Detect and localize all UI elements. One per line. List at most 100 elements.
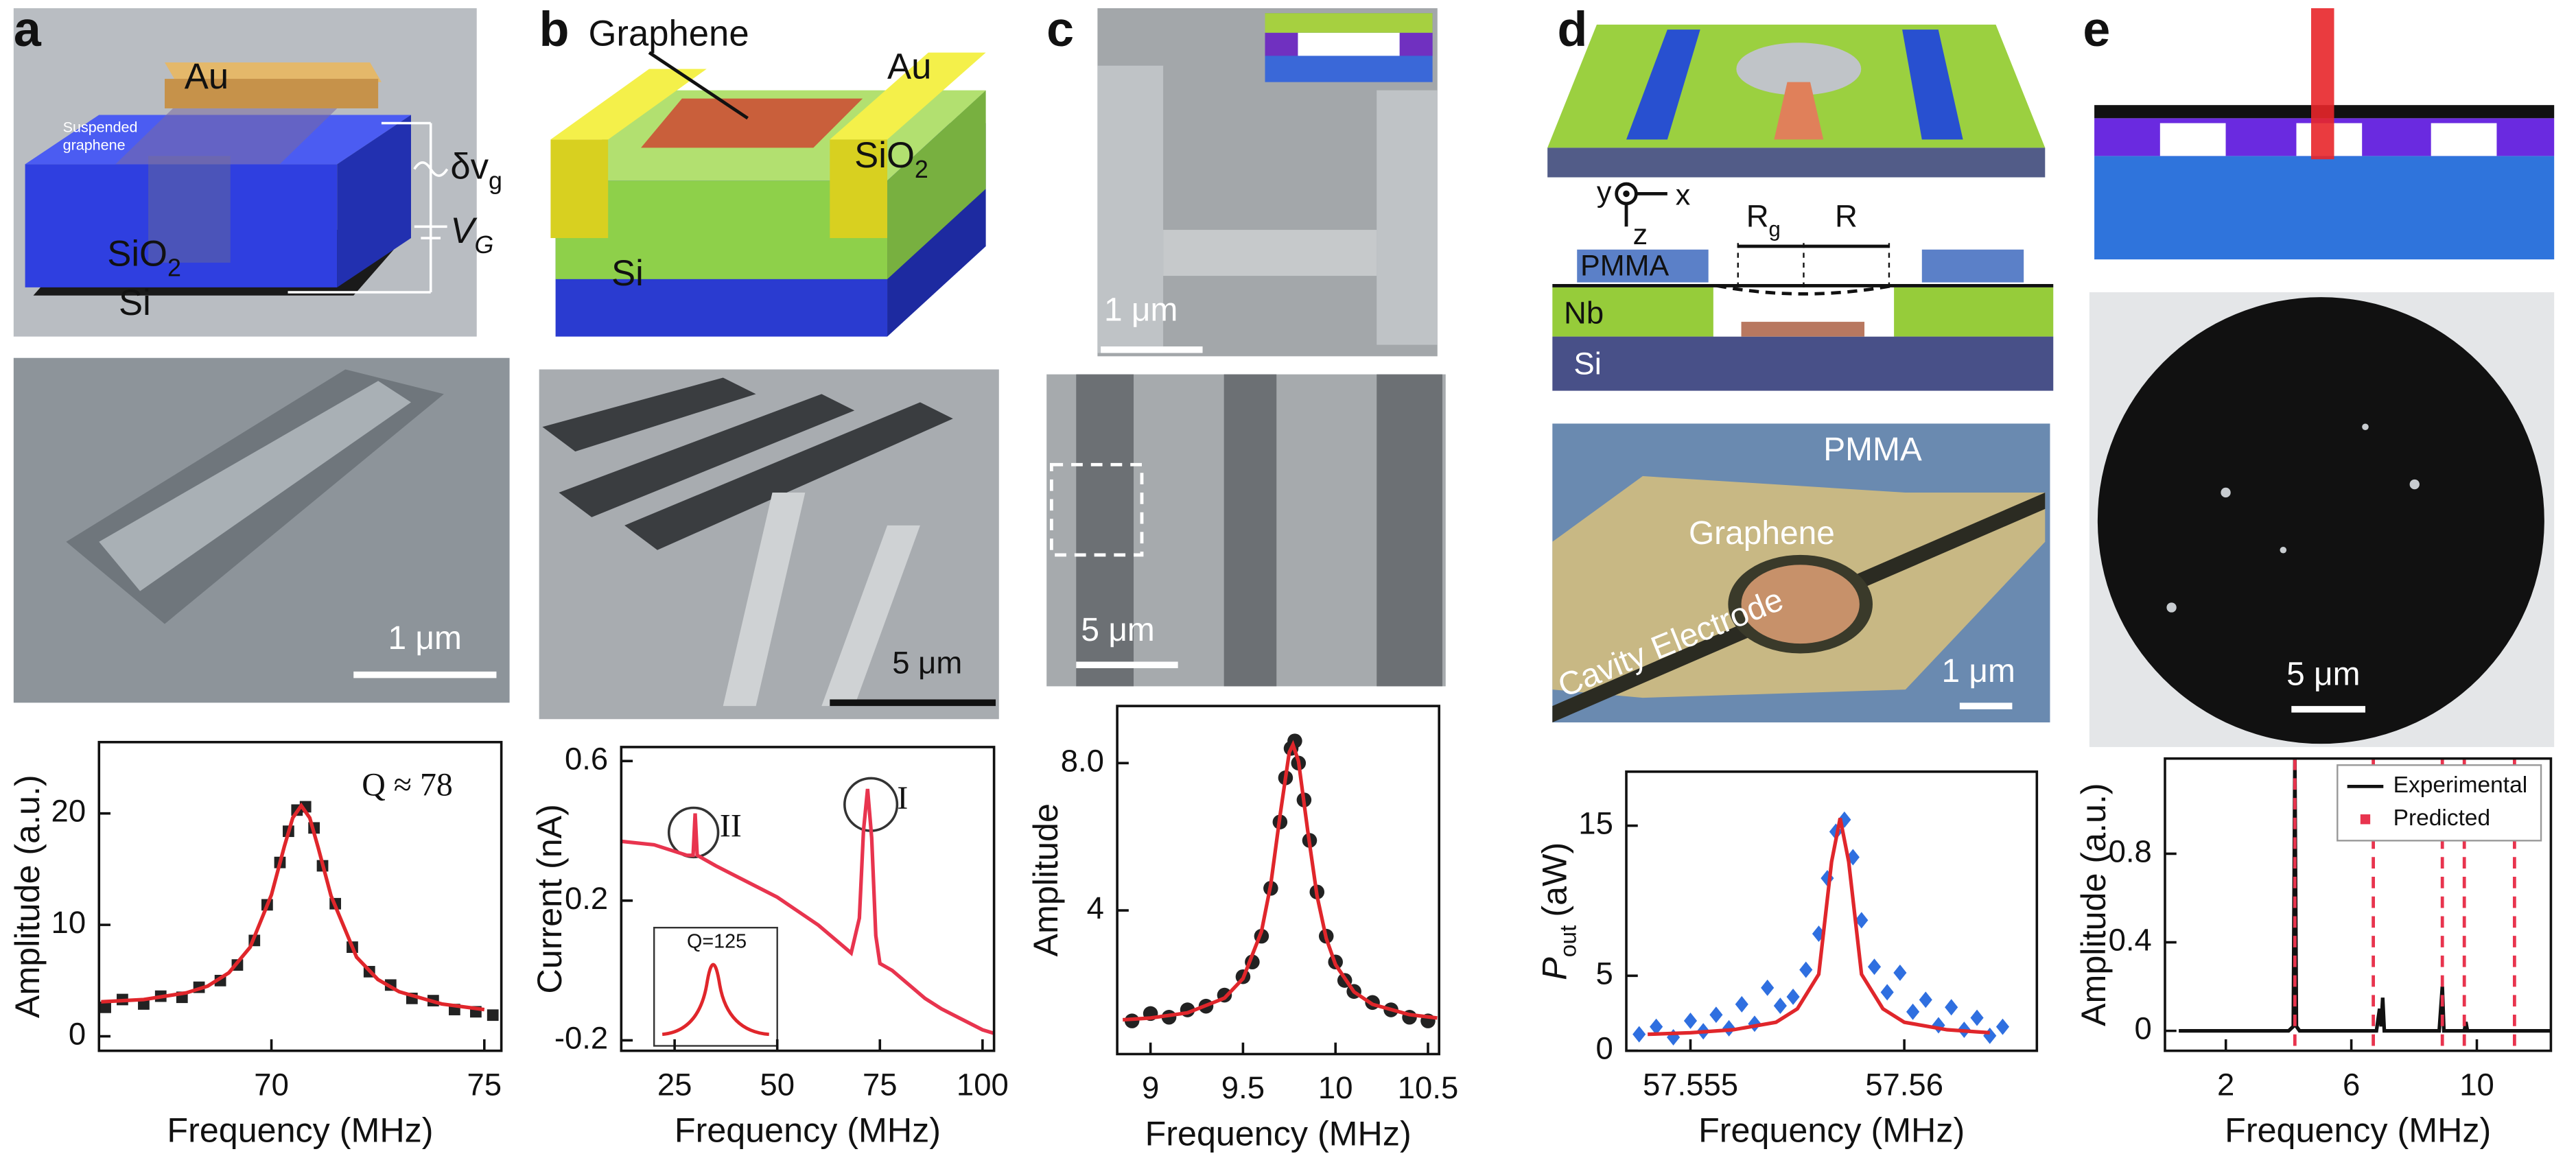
data-point <box>1970 1009 1984 1026</box>
y-axis-label: Current (nA) <box>530 804 569 993</box>
axis-x-label: x <box>1676 179 1691 212</box>
y-tick-label: 0.4 <box>2109 923 2152 958</box>
panel-b-device <box>550 51 986 337</box>
data-point <box>1932 1017 1945 1034</box>
x-tick-label: 25 <box>657 1067 692 1102</box>
label-si: Si <box>119 283 151 323</box>
y-tick-label: 0 <box>2135 1011 2152 1046</box>
panel-b-sem <box>539 369 999 720</box>
label-sub: g <box>489 167 502 195</box>
axis-y-label: y <box>1597 176 1612 209</box>
plot-frame <box>620 746 996 1052</box>
y-axis-label: Amplitude <box>1027 803 1065 956</box>
data-point <box>1995 1018 2010 1035</box>
label-au: Au <box>887 46 931 86</box>
label-dc: VG <box>450 211 493 259</box>
legend-swatch <box>2360 814 2371 825</box>
x-tick-label: 6 <box>2343 1067 2360 1102</box>
data-point <box>1880 984 1894 1001</box>
x-axis-label: Frequency (MHz) <box>167 1111 433 1150</box>
chart: 70 75 0 10 20 Frequency (MHz) Amplitude (a.u.)… <box>8 740 503 1150</box>
label-sub: 2 <box>167 255 181 282</box>
plot-frame <box>1625 770 2039 1052</box>
x-tick-label: 10 <box>2459 1067 2494 1102</box>
y-tick-label: 0.2 <box>565 881 608 916</box>
y-tick-label: -0.2 <box>554 1020 608 1055</box>
data-point <box>1632 1026 1646 1043</box>
y-tick-label: 20 <box>51 794 86 829</box>
label-sio2: SiO2 <box>854 135 928 184</box>
x-tick-label: 10.5 <box>1398 1070 1459 1105</box>
label-suspended: graphene <box>63 137 126 154</box>
data-point <box>1683 1012 1698 1029</box>
inset <box>653 777 899 1047</box>
y-tick-label: 8.0 <box>1061 743 1104 778</box>
data-point <box>1893 964 1907 981</box>
annotation: II <box>720 808 742 845</box>
scale-label: 1 μm <box>388 620 461 657</box>
y-tick-label: 0.6 <box>565 741 608 776</box>
y-tick-label: 5 <box>1596 956 1613 991</box>
series-line <box>621 788 994 1035</box>
label-sub: out <box>1556 925 1582 957</box>
plot-frame <box>2164 757 2553 1052</box>
plot-area <box>99 801 499 1022</box>
label-text: P <box>1536 957 1574 980</box>
y-tick-label: 15 <box>1578 806 1613 841</box>
y-tick-label: 0 <box>1596 1031 1613 1066</box>
label-r: R <box>1835 198 1858 233</box>
label-text: δv <box>450 146 489 187</box>
scale-label: 5 μm <box>2286 657 2360 693</box>
chart: 25 50 75 100 -0.2 0.2 0.6 Frequency (MHz) Curren… <box>530 741 1009 1149</box>
panel-label: c <box>1046 2 1074 57</box>
data-point <box>1735 995 1748 1013</box>
panel-label: a <box>14 2 42 57</box>
data-point <box>1761 979 1775 996</box>
x-tick-label: 9.5 <box>1221 1070 1265 1105</box>
annotation: I <box>897 780 908 816</box>
scale-label: 1 μm <box>1104 292 1178 328</box>
x-axis-label: Frequency (MHz) <box>1698 1111 1965 1150</box>
x-tick-label: 2 <box>2217 1067 2234 1102</box>
series-line <box>1648 818 1990 1037</box>
panel-a-sem <box>13 357 510 703</box>
label-text: SiO <box>854 135 915 176</box>
data-point <box>99 1001 111 1013</box>
legend-box <box>2337 764 2542 842</box>
label-graphene: Graphene <box>588 14 749 54</box>
label-sub: g <box>1769 217 1781 241</box>
data-point <box>1983 1027 1997 1044</box>
label-si: Si <box>611 253 644 294</box>
x-tick-label: 57.555 <box>1643 1067 1738 1102</box>
axis-z-label: z <box>1633 218 1648 251</box>
data-point <box>1786 988 1800 1005</box>
label-unit: (aW) <box>1536 842 1574 917</box>
label-sub: G <box>475 231 494 259</box>
data-point <box>1867 958 1882 976</box>
x-axis-label: Frequency (MHz) <box>2225 1111 2491 1150</box>
plot-frame <box>1116 705 1440 1056</box>
plot-area <box>1123 733 1438 1028</box>
label-text: V <box>450 211 478 251</box>
panel-e-device <box>2089 8 2555 747</box>
data-point <box>1919 991 1932 1008</box>
x-axis-label: Frequency (MHz) <box>1145 1114 1412 1153</box>
y-axis-label: Amplitude (a.u.) <box>2074 783 2113 1026</box>
panel-label: e <box>2083 2 2110 57</box>
y-tick-label: 0.8 <box>2109 834 2152 869</box>
series-line <box>1123 740 1438 1022</box>
panel-label: d <box>1557 2 1587 57</box>
x-tick-label: 10 <box>1318 1070 1353 1105</box>
annotation: Q=125 <box>687 930 747 952</box>
label-text: SiO <box>107 233 167 274</box>
label-graphene: Graphene <box>1689 515 1835 552</box>
y-axis-label: Amplitude (a.u.) <box>8 775 47 1018</box>
x-tick-label: 9 <box>1142 1070 1159 1105</box>
label-au: Au <box>185 56 229 97</box>
data-point <box>1709 1006 1723 1024</box>
data-point <box>1650 1018 1663 1035</box>
panel-d-device <box>1547 24 2054 723</box>
x-axis-label: Frequency (MHz) <box>675 1111 941 1150</box>
